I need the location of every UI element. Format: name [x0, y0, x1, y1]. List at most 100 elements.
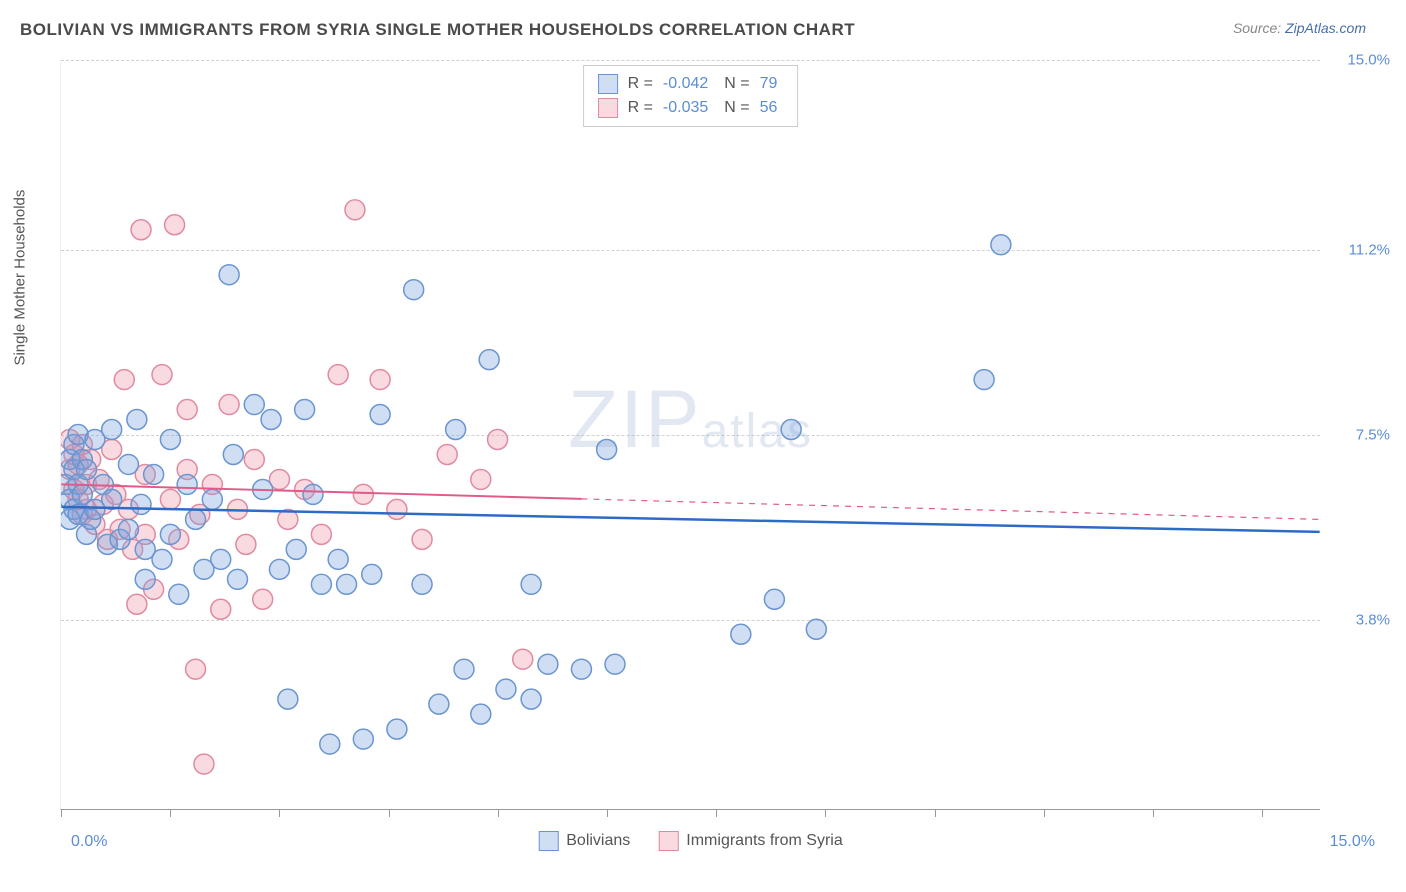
source-link[interactable]: ZipAtlas.com	[1285, 20, 1366, 36]
trend-line-dashed	[581, 499, 1319, 520]
data-point	[186, 509, 206, 529]
x-axis-min-label: 0.0%	[71, 833, 107, 851]
data-point	[286, 539, 306, 559]
data-point	[597, 439, 617, 459]
data-point	[102, 489, 122, 509]
legend-swatch-blue-bottom	[538, 831, 558, 851]
data-point	[219, 265, 239, 285]
data-point	[202, 489, 222, 509]
source-attribution: Source: ZipAtlas.com	[1233, 20, 1366, 36]
data-point	[370, 370, 390, 390]
data-point	[131, 494, 151, 514]
data-point	[446, 420, 466, 440]
data-point	[114, 370, 134, 390]
plot-area: ZIPatlas R = -0.042 N = 79 R = -0.035 N …	[60, 60, 1320, 810]
data-point	[974, 370, 994, 390]
data-point	[223, 444, 243, 464]
data-point	[102, 420, 122, 440]
data-point	[228, 569, 248, 589]
data-point	[211, 599, 231, 619]
data-point	[328, 365, 348, 385]
x-tick	[716, 809, 717, 817]
data-point	[165, 215, 185, 235]
x-tick	[935, 809, 936, 817]
data-point	[370, 405, 390, 425]
x-tick	[498, 809, 499, 817]
plot-svg	[61, 60, 1320, 809]
y-tick-label: 11.2%	[1349, 242, 1390, 259]
data-point	[781, 420, 801, 440]
data-point	[152, 549, 172, 569]
data-point	[295, 400, 315, 420]
data-point	[605, 654, 625, 674]
x-tick	[170, 809, 171, 817]
x-tick	[61, 809, 62, 817]
data-point	[244, 449, 264, 469]
legend-row-blue: R = -0.042 N = 79	[598, 72, 784, 96]
data-point	[353, 484, 373, 504]
data-point	[471, 469, 491, 489]
data-point	[412, 529, 432, 549]
data-point	[311, 574, 331, 594]
x-axis-max-label: 15.0%	[1330, 833, 1375, 851]
data-point	[496, 679, 516, 699]
data-point	[278, 689, 298, 709]
data-point	[186, 659, 206, 679]
data-point	[412, 574, 432, 594]
data-point	[353, 729, 373, 749]
data-point	[513, 649, 533, 669]
data-point	[135, 569, 155, 589]
data-point	[211, 549, 231, 569]
data-point	[764, 589, 784, 609]
data-point	[362, 564, 382, 584]
data-point	[454, 659, 474, 679]
data-point	[387, 719, 407, 739]
legend-item-pink: Immigrants from Syria	[658, 831, 842, 851]
legend-row-pink: R = -0.035 N = 56	[598, 96, 784, 120]
x-tick	[607, 809, 608, 817]
data-point	[429, 694, 449, 714]
data-point	[236, 534, 256, 554]
data-point	[219, 395, 239, 415]
data-point	[521, 574, 541, 594]
data-point	[471, 704, 491, 724]
data-point	[571, 659, 591, 679]
x-tick	[825, 809, 826, 817]
data-point	[261, 410, 281, 430]
data-point	[160, 430, 180, 450]
data-point	[118, 519, 138, 539]
x-tick	[279, 809, 280, 817]
data-point	[303, 484, 323, 504]
data-point	[731, 624, 751, 644]
data-point	[387, 499, 407, 519]
data-point	[118, 454, 138, 474]
data-point	[538, 654, 558, 674]
legend-item-blue: Bolivians	[538, 831, 630, 851]
data-point	[521, 689, 541, 709]
y-tick-label: 3.8%	[1356, 612, 1390, 629]
data-point	[404, 280, 424, 300]
data-point	[177, 474, 197, 494]
y-tick-label: 15.0%	[1347, 52, 1390, 69]
y-axis-label: Single Mother Households	[12, 190, 29, 366]
data-point	[127, 594, 147, 614]
legend-swatch-pink-bottom	[658, 831, 678, 851]
data-point	[437, 444, 457, 464]
data-point	[253, 589, 273, 609]
legend-swatch-pink	[598, 98, 618, 118]
trend-line	[61, 507, 1319, 532]
x-tick	[1153, 809, 1154, 817]
data-point	[328, 549, 348, 569]
x-tick	[1044, 809, 1045, 817]
x-tick	[389, 809, 390, 817]
data-point	[194, 754, 214, 774]
data-point	[991, 235, 1011, 255]
data-point	[77, 459, 97, 479]
data-point	[337, 574, 357, 594]
data-point	[311, 524, 331, 544]
series-legend: Bolivians Immigrants from Syria	[538, 831, 843, 851]
legend-swatch-blue	[598, 74, 618, 94]
correlation-legend: R = -0.042 N = 79 R = -0.035 N = 56	[583, 65, 799, 127]
data-point	[127, 410, 147, 430]
data-point	[144, 464, 164, 484]
